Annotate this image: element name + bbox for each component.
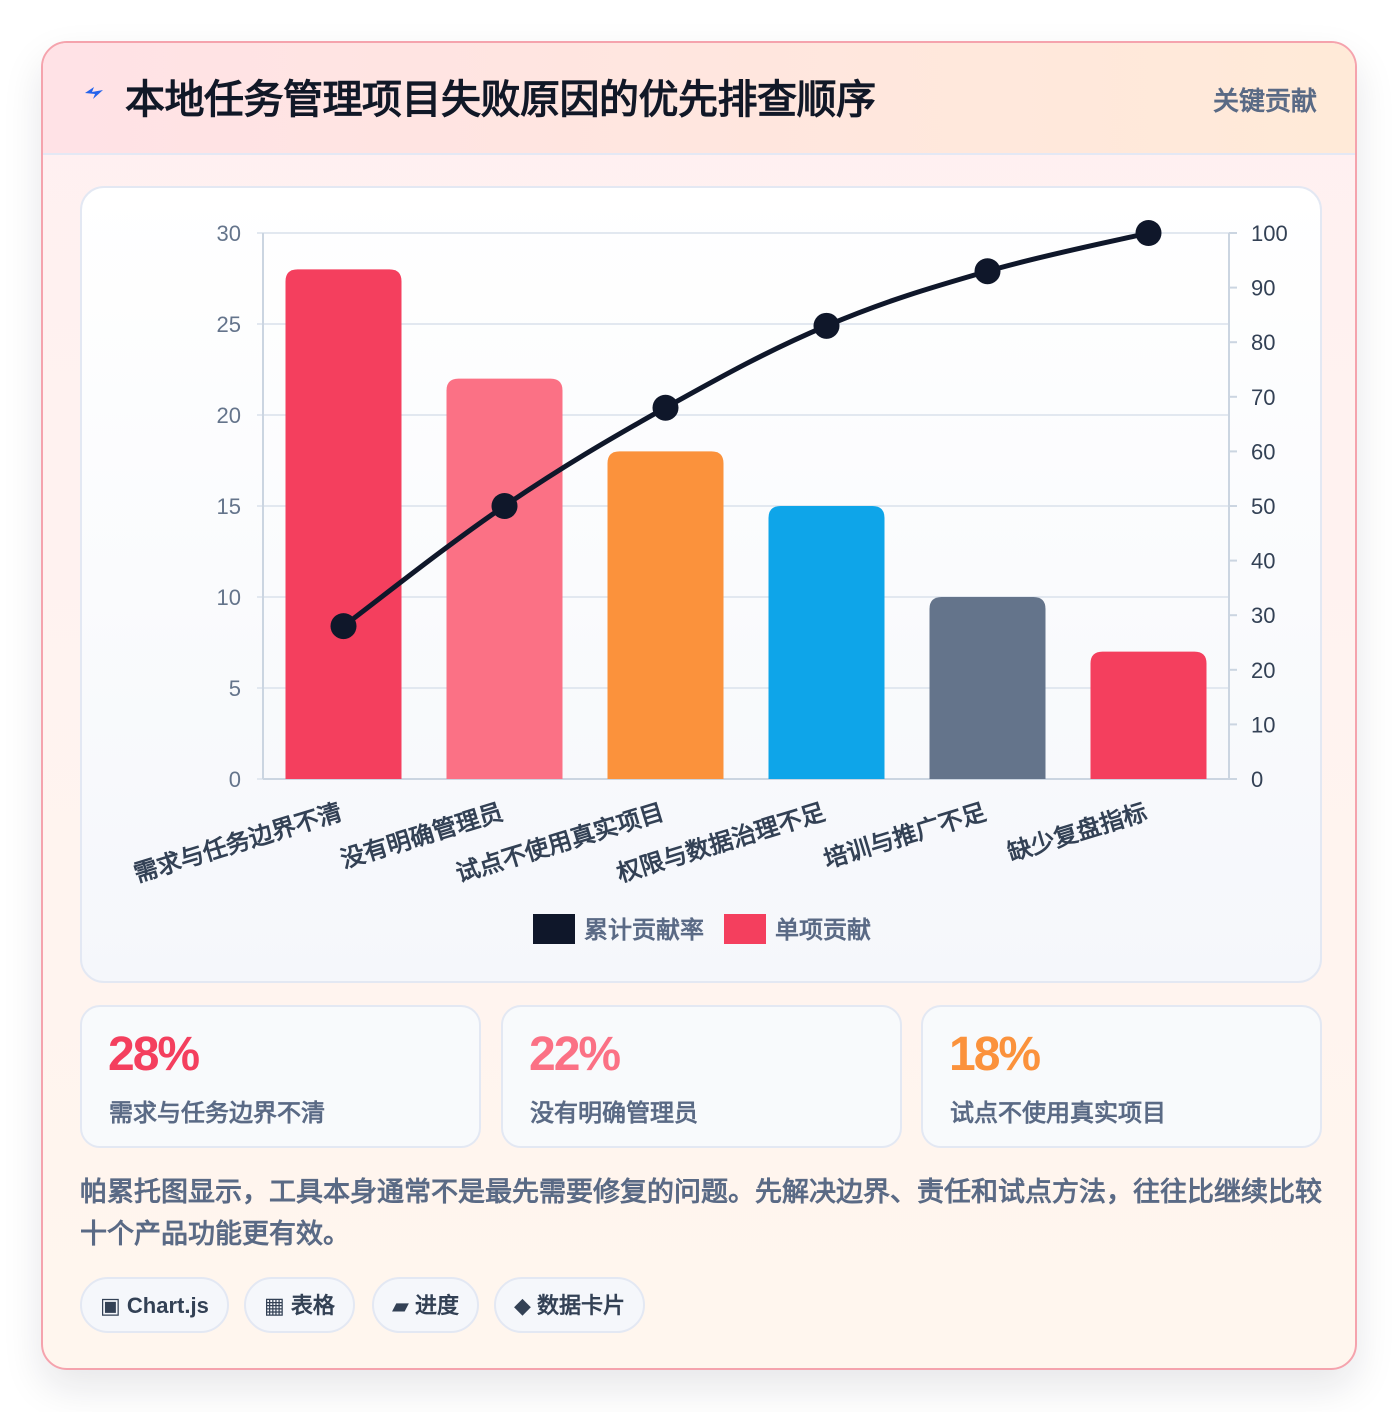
x-tick-label: 培训与推广不足 (820, 798, 989, 874)
y-right-tick-label: 60 (1251, 439, 1275, 464)
cumulative-point (1135, 220, 1162, 246)
y-left-tick-label: 30 (217, 221, 241, 246)
stat-value: 28% (108, 1028, 200, 1081)
chip-label: 表格 (290, 1293, 335, 1318)
report-card: 本地任务管理项目失败原因的优先排查顺序 关键贡献 0 5 10 15 20 25 30 0 10… (41, 41, 1357, 1370)
y-right-tick-label: 50 (1251, 494, 1275, 519)
y-left-tick-label: 20 (217, 403, 241, 428)
diamond-icon: ◆ (514, 1293, 531, 1318)
y-left-tick-label: 25 (217, 312, 241, 337)
y-left-tick-label: 0 (229, 767, 241, 792)
chip-label: 进度 (415, 1293, 460, 1318)
stat-card: 18% 试点不使用真实项目 (921, 1005, 1322, 1148)
bar (929, 597, 1046, 779)
chip-chartjs[interactable]: ▣ Chart.js (80, 1277, 229, 1333)
card-header: 本地任务管理项目失败原因的优先排查顺序 关键贡献 (43, 43, 1355, 155)
table-icon: ▦ (264, 1293, 285, 1318)
chip-data-card[interactable]: ◆ 数据卡片 (494, 1277, 646, 1333)
stat-label: 需求与任务边界不清 (109, 1100, 325, 1127)
legend-label: 累计贡献率 (584, 916, 704, 944)
y-right-tick-label: 80 (1251, 330, 1275, 355)
bar (768, 506, 885, 779)
cumulative-point (974, 258, 1001, 285)
y-left-tick-label: 10 (217, 585, 241, 610)
y-right-tick-label: 0 (1251, 767, 1263, 792)
legend-swatch (724, 914, 766, 944)
pareto-chart: 0 5 10 15 20 25 30 0 10 20 30 40 50 60 70 80 90 100 需求与任务边… (131, 220, 1288, 944)
y-right-tick-label: 90 (1251, 276, 1275, 301)
cumulative-point (813, 312, 840, 339)
chip-label: 数据卡片 (537, 1293, 626, 1318)
page-title: 本地任务管理项目失败原因的优先排查顺序 (125, 78, 876, 122)
stat-value: 18% (949, 1028, 1041, 1081)
bar (446, 378, 563, 779)
y-left-tick-label: 5 (229, 676, 241, 701)
y-right-tick-label: 10 (1251, 712, 1275, 737)
y-right-tick-label: 30 (1251, 603, 1275, 628)
cumulative-point (652, 394, 679, 421)
legend-swatch (533, 914, 575, 944)
bar (285, 269, 402, 779)
cumulative-point (491, 493, 518, 519)
header-tag: 关键贡献 (1212, 86, 1317, 116)
y-right-tick-label: 100 (1251, 221, 1288, 246)
bar (1090, 651, 1207, 779)
chart-panel: 0 5 10 15 20 25 30 0 10 20 30 40 50 60 70 80 90 100 需求与任务边… (80, 186, 1322, 983)
legend-label: 单项贡献 (775, 917, 871, 944)
chart-icon: ▣ (100, 1293, 121, 1318)
y-right-tick-label: 40 (1251, 549, 1275, 574)
chip-progress[interactable]: ▰ 进度 (372, 1277, 480, 1333)
description: 帕累托图显示，工具本身通常不是最先需要修复的问题。先解决边界、责任和试点方法，往… (80, 1177, 1322, 1249)
stat-card: 22% 没有明确管理员 (501, 1005, 902, 1148)
chip-table[interactable]: ▦ 表格 (244, 1277, 355, 1333)
cumulative-point (330, 613, 357, 640)
stat-label: 没有明确管理员 (530, 1100, 698, 1127)
stat-value: 22% (529, 1028, 621, 1081)
x-tick-label: 缺少复盘指标 (1004, 798, 1150, 867)
x-tick-label: 需求与任务边界不清 (131, 798, 346, 888)
chip-label: Chart.js (126, 1293, 209, 1318)
tag-chips: ▣ Chart.js ▦ 表格 ▰ 进度 ◆ 数据卡片 (80, 1277, 1330, 1335)
y-left-tick-label: 15 (217, 494, 241, 519)
progress-icon: ▰ (392, 1293, 409, 1318)
y-right-tick-label: 70 (1251, 385, 1275, 410)
lightning-bolt-icon (85, 87, 103, 99)
bar (607, 451, 724, 779)
y-right-tick-label: 20 (1251, 658, 1275, 683)
stat-card: 28% 需求与任务边界不清 (80, 1005, 481, 1148)
stat-cards: 28% 需求与任务边界不清 22% 没有明确管理员 18% 试点不使用真实项目 (80, 1005, 1322, 1148)
stat-label: 试点不使用真实项目 (950, 1100, 1166, 1127)
